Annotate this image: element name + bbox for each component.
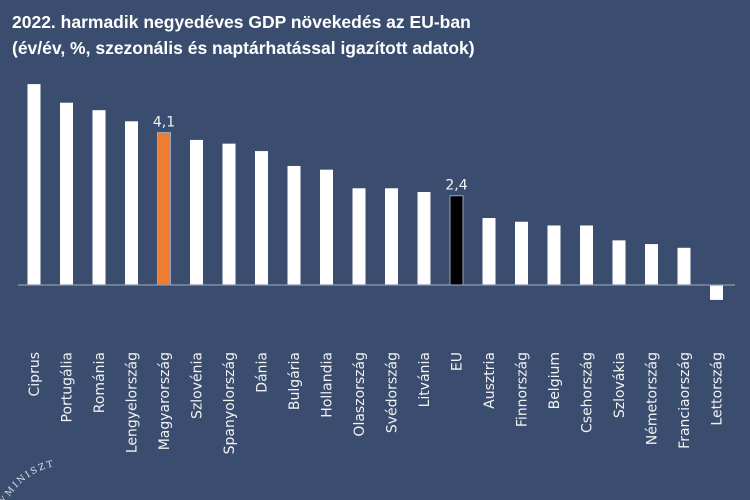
bar-3 <box>125 121 138 285</box>
bar-14 <box>482 218 496 285</box>
category-label: Lengyelország <box>125 352 141 453</box>
category-label: Portugália <box>60 352 76 422</box>
category-label: Svédország <box>385 352 401 433</box>
category-label: Lettország <box>710 352 726 426</box>
bar-12 <box>417 192 431 285</box>
bar-20 <box>677 247 691 285</box>
bar-9 <box>320 169 333 285</box>
bar-7 <box>255 151 268 285</box>
bar-1 <box>60 102 73 285</box>
category-label: Dánia <box>255 352 271 393</box>
data-label: 2,4 <box>445 178 467 194</box>
bar-18 <box>612 240 626 285</box>
bar-21 <box>710 285 723 300</box>
bar-19 <box>645 244 658 285</box>
category-label: Magyarország <box>157 352 173 450</box>
category-label: Csehország <box>580 352 596 433</box>
category-label: Ciprus <box>27 352 43 396</box>
chart-title-line: 2022. harmadik negyedéves GDP növekedés … <box>12 12 471 32</box>
data-label: 4,1 <box>153 114 175 130</box>
bar-13 <box>449 195 464 286</box>
bar-17 <box>580 225 593 285</box>
logo-text: GYMINISZT <box>0 459 54 500</box>
category-label: Spanyolország <box>222 352 238 454</box>
category-label: Franciaország <box>677 352 693 449</box>
category-label: Hollandia <box>320 352 336 418</box>
bar-0 <box>27 84 41 286</box>
ministry-logo: GYMINISZT <box>0 459 56 500</box>
category-label: Szlovénia <box>190 352 206 419</box>
bar-8 <box>287 165 301 285</box>
bar-15 <box>515 221 528 285</box>
bar-2 <box>92 110 106 285</box>
category-label: EU <box>450 352 466 371</box>
category-label: Románia <box>92 352 108 413</box>
chart-subtitle: (év/év, %, szezonális és naptárhatással … <box>12 38 475 58</box>
category-label: Litvánia <box>417 352 433 407</box>
bar-10 <box>352 188 366 285</box>
bar-5 <box>190 139 203 285</box>
bar-11 <box>385 188 398 285</box>
category-label: Ausztria <box>482 352 498 409</box>
bar-4 <box>157 131 171 286</box>
category-label: Bulgária <box>287 352 303 410</box>
bar-6 <box>222 143 236 285</box>
svg-text:GYMINISZT: GYMINISZT <box>0 459 56 500</box>
category-label: Belgium <box>547 352 563 409</box>
category-label: Németország <box>645 352 661 445</box>
category-label: Finnország <box>515 352 531 427</box>
bar-16 <box>547 225 561 285</box>
chart-title: 2022. harmadik negyedéves GDP növekedés … <box>12 9 475 61</box>
category-label: Olaszország <box>352 352 368 437</box>
category-label: Szlovákia <box>612 352 628 418</box>
